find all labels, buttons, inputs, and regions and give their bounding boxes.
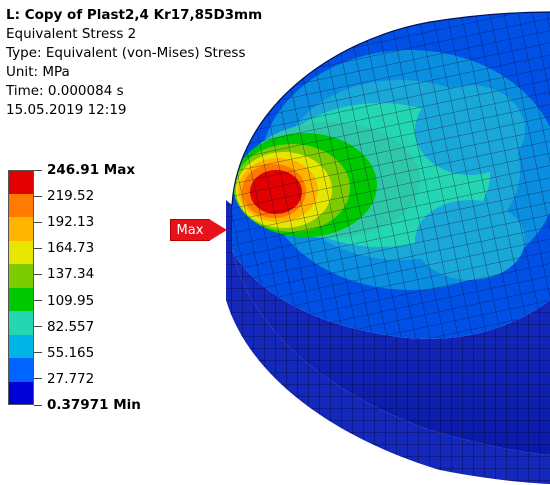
legend-tick	[34, 221, 42, 223]
legend-label: 246.91 Max	[47, 162, 136, 178]
result-unit: Unit: MPa	[6, 64, 70, 80]
legend-swatch	[8, 287, 34, 311]
model-side-surface	[226, 200, 550, 484]
result-title: L: Copy of Plast2,4 Kr17,85D3mm	[6, 7, 263, 23]
max-probe-arrow-icon	[209, 219, 227, 241]
legend-tick	[34, 352, 42, 354]
legend-label: 137.34	[47, 266, 95, 283]
legend-swatch	[8, 217, 34, 241]
legend-label: 0.37971 Min	[47, 397, 141, 413]
legend-label: 164.73	[47, 240, 95, 257]
legend-tick	[34, 273, 42, 275]
legend-label: 192.13	[47, 214, 95, 231]
legend-label: 109.95	[47, 292, 95, 309]
legend-swatch	[8, 358, 34, 382]
result-date: 15.05.2019 12:19	[6, 102, 127, 118]
legend-label: 27.772	[47, 370, 95, 387]
legend-label: 55.165	[47, 344, 95, 361]
legend-swatch	[8, 381, 34, 405]
result-time: Time: 0.000084 s	[6, 83, 124, 99]
legend-swatch	[8, 311, 34, 335]
model-edge-outline	[231, 11, 550, 206]
legend-label: 219.52	[47, 188, 95, 205]
legend-tick	[34, 169, 42, 171]
max-probe-label: Max	[170, 219, 210, 241]
result-type: Type: Equivalent (von-Mises) Stress	[6, 45, 246, 61]
legend-tick	[34, 404, 42, 406]
legend-label: 82.557	[47, 318, 95, 335]
result-info-panel: L: Copy of Plast2,4 Kr17,85D3mm Equivale…	[6, 6, 262, 120]
legend-swatch	[8, 193, 34, 217]
legend-tick	[34, 326, 42, 328]
legend-tick	[34, 300, 42, 302]
legend-swatch	[8, 240, 34, 264]
result-name: Equivalent Stress 2	[6, 26, 137, 42]
legend-swatch	[8, 264, 34, 288]
legend-swatch	[8, 170, 34, 194]
model-top-surface	[232, 12, 550, 339]
legend-swatch	[8, 334, 34, 358]
legend-tick	[34, 195, 42, 197]
legend-tick	[34, 378, 42, 380]
legend-tick	[34, 247, 42, 249]
